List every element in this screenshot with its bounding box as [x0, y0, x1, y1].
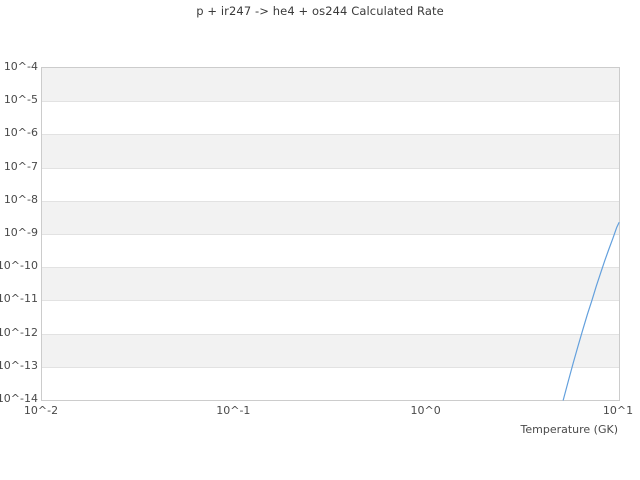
- y-axis-tick-label: 10^-14: [0, 392, 38, 405]
- x-axis-tick-label: 10^-1: [216, 404, 251, 417]
- x-axis-tick-label: 10^0: [410, 404, 441, 417]
- y-axis-tick-label: 10^-6: [3, 126, 38, 140]
- y-axis-tick-label: 10^-12: [0, 325, 38, 339]
- band-stripe: [42, 200, 619, 234]
- y-axis-tick-label: 10^-13: [0, 358, 38, 372]
- gridline-horizontal: [42, 201, 619, 202]
- chart-title: p + ir247 -> he4 + os244 Calculated Rate: [196, 4, 444, 18]
- y-axis-tick-label: 10^-7: [3, 159, 38, 173]
- y-axis-tick-label: 10^-8: [3, 192, 38, 206]
- series-line-calculated-rate: [562, 222, 620, 401]
- gridline-horizontal: [42, 101, 619, 102]
- band-stripe: [42, 134, 619, 168]
- band-stripe: [42, 68, 619, 102]
- gridline-horizontal: [42, 134, 619, 135]
- y-axis-tick-label: 10^-9: [3, 226, 38, 239]
- x-axis-tick-label: 10^1: [602, 404, 634, 417]
- data-curve-layer: [562, 222, 620, 401]
- band-stripe: [42, 267, 619, 301]
- gridline-horizontal: [42, 300, 619, 301]
- y-axis-tick-label: 10^-10: [0, 259, 38, 273]
- x-axis-tick-label: 10^-2: [23, 404, 59, 417]
- gridline-horizontal: [42, 334, 619, 335]
- plot-area: [41, 67, 620, 401]
- x-axis-label: Temperature (GK): [520, 423, 619, 436]
- gridline-horizontal: [42, 168, 619, 169]
- gridline-horizontal: [42, 267, 619, 268]
- y-axis-tick-label: 10^-4: [3, 60, 38, 73]
- gridline-horizontal: [42, 367, 619, 368]
- band-stripe: [42, 333, 619, 367]
- y-axis-tick-label: 10^-11: [0, 292, 38, 306]
- y-axis-tick-label: 10^-5: [3, 93, 38, 107]
- gridline-horizontal: [42, 234, 619, 235]
